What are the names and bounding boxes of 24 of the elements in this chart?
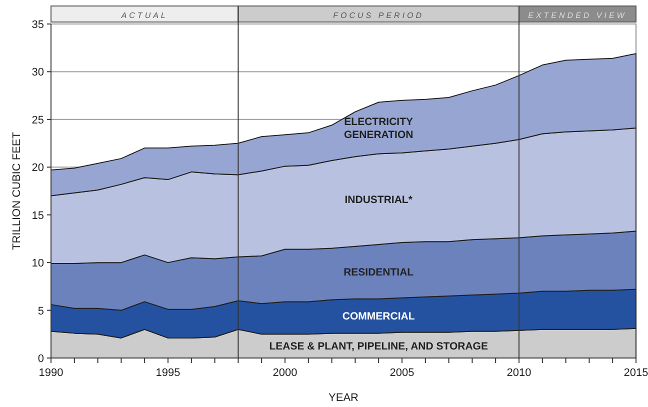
x-tick-label: 2005 bbox=[390, 367, 414, 379]
text: EXTENDED VIEW bbox=[528, 11, 627, 20]
series-label: RESIDENTIAL bbox=[344, 266, 414, 278]
x-tick-label: 2000 bbox=[272, 367, 298, 379]
series-label: ELECTRICITY GENERATION bbox=[344, 116, 414, 142]
x-tick-label: 2015 bbox=[624, 367, 648, 379]
y-axis-title: TRILLION CUBIC FEET bbox=[11, 132, 23, 250]
text: FOCUS PERIOD bbox=[333, 11, 424, 20]
series-label: LEASE & PLANT, PIPELINE, AND STORAGE bbox=[269, 340, 488, 352]
series-label: INDUSTRIAL* bbox=[344, 194, 414, 206]
y-tick-label: 35 bbox=[32, 19, 44, 31]
x-tick-label: 1995 bbox=[156, 367, 180, 379]
x-axis-title: YEAR bbox=[328, 392, 359, 404]
y-tick-label: 0 bbox=[38, 353, 44, 365]
y-tick-label: 30 bbox=[32, 66, 44, 79]
y-tick-label: 25 bbox=[32, 114, 44, 126]
y-tick-label: 10 bbox=[32, 258, 44, 270]
x-tick-label: 1990 bbox=[38, 367, 64, 379]
y-tick-label: 5 bbox=[38, 305, 44, 318]
y-tick-label: 15 bbox=[32, 210, 44, 222]
y-tick-label: 20 bbox=[32, 162, 44, 174]
text: ACTUAL bbox=[120, 11, 168, 20]
series-label: COMMERCIAL bbox=[342, 310, 416, 323]
x-tick-label: 2010 bbox=[506, 367, 532, 379]
